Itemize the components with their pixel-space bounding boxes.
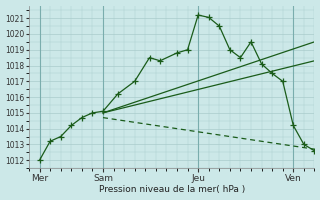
X-axis label: Pression niveau de la mer( hPa ): Pression niveau de la mer( hPa ) bbox=[99, 185, 245, 194]
